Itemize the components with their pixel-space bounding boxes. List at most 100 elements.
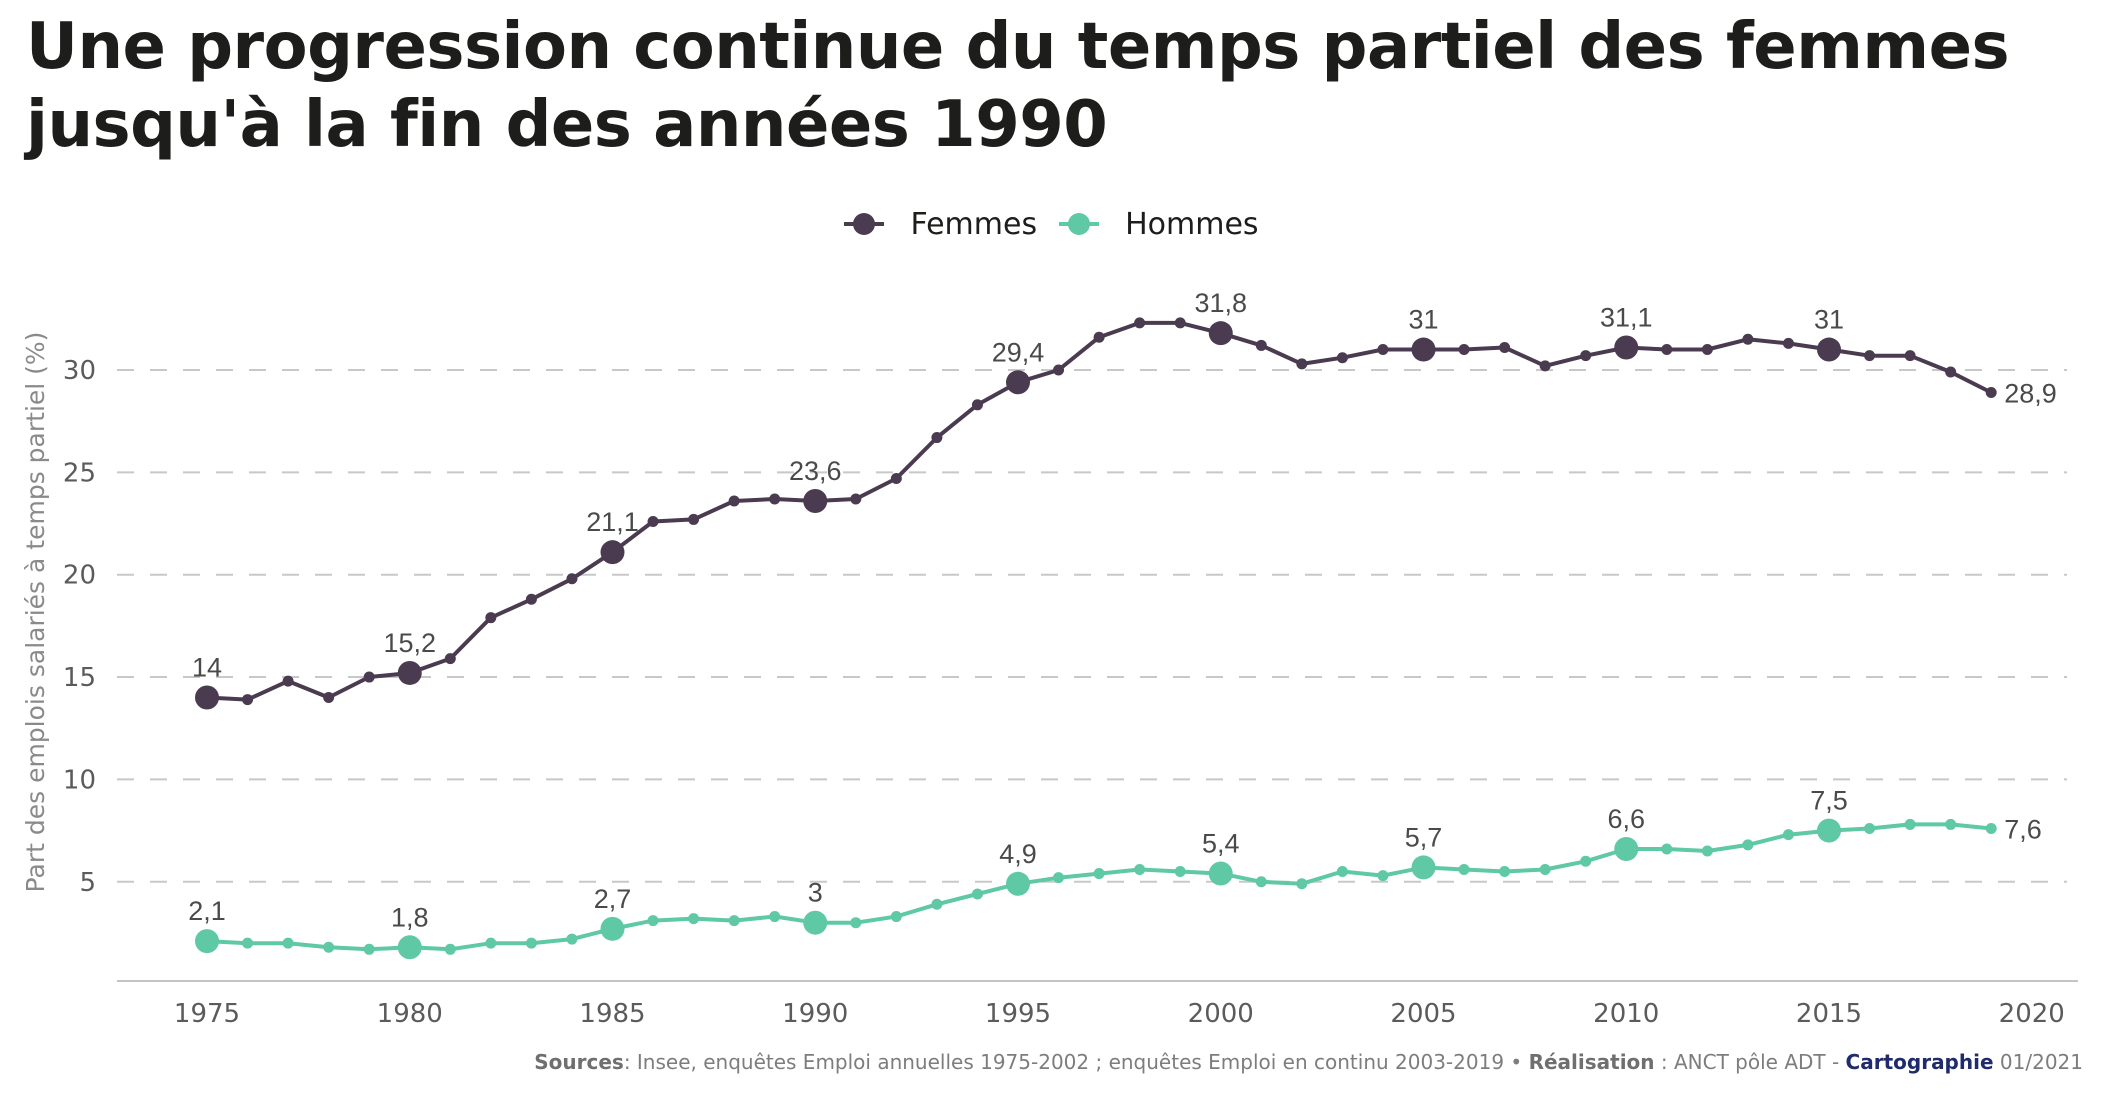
- data-point-femmes[interactable]: [890, 472, 902, 484]
- data-point-hommes[interactable]: [1945, 818, 1957, 830]
- series-line-femmes: [206, 320, 1993, 702]
- data-point-hommes[interactable]: [444, 943, 456, 955]
- data-point-femmes[interactable]: [1458, 344, 1470, 356]
- data-point-hommes[interactable]: [1499, 866, 1511, 878]
- data-point-femmes[interactable]: [1093, 331, 1105, 343]
- data-point-hommes[interactable]: [647, 915, 659, 927]
- data-point-hommes[interactable]: [1411, 855, 1436, 880]
- data-point-hommes[interactable]: [1174, 866, 1186, 878]
- data-point-hommes[interactable]: [1134, 863, 1146, 875]
- data-point-hommes[interactable]: [600, 916, 625, 941]
- data-point-femmes[interactable]: [525, 593, 537, 605]
- data-point-femmes[interactable]: [1174, 317, 1186, 329]
- data-point-femmes[interactable]: [1411, 337, 1436, 362]
- data-point-femmes[interactable]: [1134, 317, 1146, 329]
- data-point-hommes[interactable]: [1742, 839, 1754, 851]
- data-point-hommes[interactable]: [242, 937, 254, 949]
- data-point-femmes[interactable]: [323, 692, 335, 704]
- data-point-hommes[interactable]: [1539, 863, 1551, 875]
- data-point-femmes[interactable]: [1499, 341, 1511, 353]
- data-point-femmes[interactable]: [397, 660, 422, 685]
- data-point-hommes[interactable]: [688, 913, 700, 925]
- data-point-hommes[interactable]: [1614, 836, 1639, 861]
- data-point-hommes[interactable]: [931, 898, 943, 910]
- data-point-hommes[interactable]: [397, 935, 422, 960]
- data-point-hommes[interactable]: [1336, 866, 1348, 878]
- data-point-hommes[interactable]: [566, 933, 578, 945]
- data-point-femmes[interactable]: [1296, 358, 1308, 370]
- legend-item-hommes[interactable]: Hommes: [1059, 207, 1259, 242]
- data-point-femmes[interactable]: [1864, 350, 1876, 362]
- data-point-femmes[interactable]: [1701, 344, 1713, 356]
- data-point-hommes[interactable]: [1006, 871, 1030, 896]
- data-point-hommes[interactable]: [1458, 863, 1470, 875]
- data-point-hommes[interactable]: [769, 911, 781, 923]
- data-point-femmes[interactable]: [1985, 387, 1997, 399]
- data-point-hommes[interactable]: [485, 937, 497, 949]
- data-point-femmes[interactable]: [1539, 360, 1551, 372]
- data-label-hommes: 6,6: [1607, 804, 1645, 834]
- data-point-femmes[interactable]: [769, 493, 781, 505]
- data-point-femmes[interactable]: [1580, 350, 1592, 362]
- data-point-femmes[interactable]: [1377, 344, 1389, 356]
- data-label-femmes: 15,2: [383, 628, 436, 658]
- realisation-text: : ANCT pôle ADT -: [1654, 1050, 1846, 1074]
- data-point-hommes[interactable]: [1296, 878, 1308, 890]
- data-point-femmes[interactable]: [1661, 344, 1673, 356]
- data-point-hommes[interactable]: [728, 915, 740, 927]
- data-point-femmes[interactable]: [282, 675, 294, 687]
- data-point-femmes[interactable]: [1255, 339, 1267, 351]
- footer-credits: Sources: Insee, enquêtes Emploi annuelle…: [534, 1050, 2083, 1074]
- data-point-femmes[interactable]: [647, 515, 659, 527]
- data-point-hommes[interactable]: [850, 917, 862, 929]
- data-point-femmes[interactable]: [1782, 337, 1794, 349]
- data-point-hommes[interactable]: [1580, 855, 1592, 867]
- data-point-femmes[interactable]: [850, 493, 862, 505]
- data-point-femmes[interactable]: [363, 671, 375, 683]
- data-point-hommes[interactable]: [1255, 876, 1267, 888]
- data-point-femmes[interactable]: [1904, 350, 1916, 362]
- data-point-femmes[interactable]: [971, 399, 983, 411]
- data-point-hommes[interactable]: [1904, 818, 1916, 830]
- data-point-hommes[interactable]: [1377, 870, 1389, 882]
- data-point-femmes[interactable]: [803, 489, 828, 514]
- data-point-hommes[interactable]: [1053, 872, 1065, 884]
- data-point-femmes[interactable]: [444, 653, 456, 665]
- data-point-hommes[interactable]: [803, 910, 828, 935]
- data-point-hommes[interactable]: [1701, 845, 1713, 857]
- y-tick-label: 25: [63, 458, 96, 488]
- data-point-hommes[interactable]: [1208, 861, 1233, 886]
- data-point-femmes[interactable]: [1614, 335, 1639, 360]
- legend-item-femmes[interactable]: Femmes: [844, 207, 1037, 242]
- data-point-hommes[interactable]: [890, 911, 902, 923]
- data-point-hommes[interactable]: [1661, 843, 1673, 855]
- data-point-hommes[interactable]: [525, 937, 537, 949]
- data-point-hommes[interactable]: [363, 943, 375, 955]
- data-point-femmes[interactable]: [600, 540, 625, 565]
- data-point-femmes[interactable]: [485, 612, 497, 624]
- data-point-hommes[interactable]: [195, 929, 219, 954]
- data-point-hommes[interactable]: [1817, 818, 1841, 843]
- data-point-femmes[interactable]: [566, 573, 578, 585]
- data-point-femmes[interactable]: [1053, 364, 1065, 376]
- data-point-femmes[interactable]: [1817, 337, 1841, 362]
- data-point-femmes[interactable]: [1945, 366, 1957, 378]
- data-point-hommes[interactable]: [1985, 823, 1997, 835]
- data-point-femmes[interactable]: [688, 513, 700, 525]
- data-label-femmes: 21,1: [586, 507, 639, 537]
- data-point-femmes[interactable]: [1336, 352, 1348, 364]
- data-label-end-femmes: 28,9: [2004, 379, 2057, 409]
- data-point-femmes[interactable]: [1742, 333, 1754, 345]
- data-point-hommes[interactable]: [1782, 829, 1794, 841]
- data-point-femmes[interactable]: [195, 685, 219, 710]
- data-point-femmes[interactable]: [1006, 370, 1030, 395]
- data-point-hommes[interactable]: [323, 941, 335, 953]
- data-point-femmes[interactable]: [242, 694, 254, 706]
- data-point-hommes[interactable]: [971, 888, 983, 900]
- data-point-femmes[interactable]: [1208, 321, 1233, 346]
- data-point-femmes[interactable]: [931, 432, 943, 444]
- data-point-femmes[interactable]: [728, 495, 740, 507]
- data-point-hommes[interactable]: [1093, 868, 1105, 880]
- data-point-hommes[interactable]: [282, 937, 294, 949]
- data-point-hommes[interactable]: [1864, 823, 1876, 835]
